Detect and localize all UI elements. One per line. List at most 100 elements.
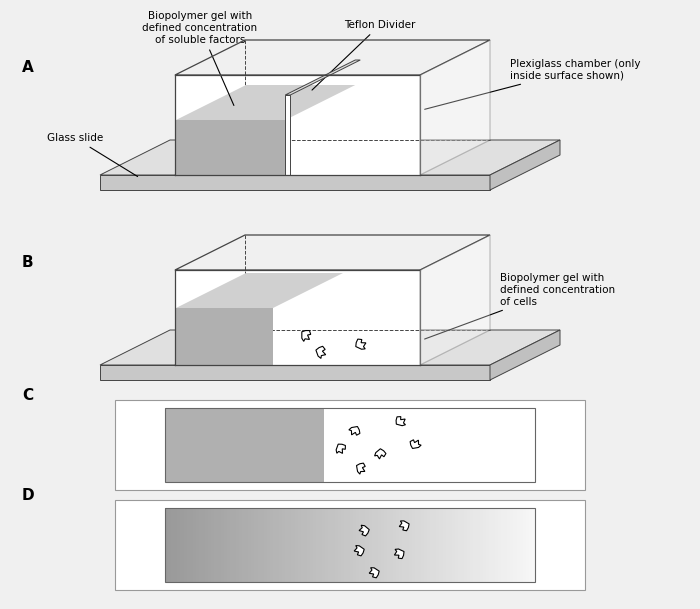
Bar	[501, 508, 505, 582]
Bar	[528, 508, 533, 582]
Bar	[495, 508, 498, 582]
Bar	[165, 408, 535, 482]
Text: D: D	[22, 488, 34, 503]
Bar	[251, 508, 255, 582]
Bar	[508, 508, 511, 582]
Bar	[190, 508, 193, 582]
Bar	[324, 408, 535, 482]
Bar	[288, 508, 292, 582]
Bar	[486, 508, 489, 582]
Bar	[218, 508, 221, 582]
Polygon shape	[100, 330, 560, 365]
Bar	[436, 508, 440, 582]
Bar	[384, 508, 388, 582]
Bar	[510, 508, 514, 582]
Bar	[455, 508, 458, 582]
Bar	[223, 508, 228, 582]
Bar	[409, 508, 412, 582]
Text: C: C	[22, 388, 33, 403]
Bar	[205, 508, 209, 582]
Bar	[187, 508, 190, 582]
Bar	[270, 508, 274, 582]
Polygon shape	[175, 75, 420, 175]
Bar	[519, 508, 523, 582]
Bar	[177, 508, 181, 582]
Bar	[418, 508, 421, 582]
Polygon shape	[394, 549, 404, 558]
Text: Plexiglass chamber (only
inside surface shown): Plexiglass chamber (only inside surface …	[425, 59, 640, 109]
Bar	[489, 508, 492, 582]
Bar	[492, 508, 496, 582]
Bar	[350, 508, 354, 582]
Bar	[440, 508, 443, 582]
Bar	[424, 508, 428, 582]
Polygon shape	[354, 546, 364, 556]
Bar	[319, 508, 323, 582]
Polygon shape	[100, 175, 490, 190]
Bar	[532, 508, 536, 582]
Bar	[332, 508, 335, 582]
Bar	[282, 508, 286, 582]
Polygon shape	[420, 235, 490, 365]
Polygon shape	[286, 60, 360, 95]
Polygon shape	[175, 270, 420, 365]
Text: A: A	[22, 60, 34, 75]
Bar	[245, 508, 248, 582]
Bar	[310, 508, 314, 582]
Polygon shape	[302, 331, 311, 342]
Bar	[412, 508, 415, 582]
Polygon shape	[356, 339, 366, 349]
Bar	[316, 508, 320, 582]
Bar	[172, 508, 175, 582]
Bar	[227, 508, 230, 582]
Bar	[470, 508, 474, 582]
Bar	[291, 508, 295, 582]
Bar	[517, 508, 520, 582]
Text: Biopolymer gel with
defined concentration
of cells: Biopolymer gel with defined concentratio…	[425, 273, 615, 339]
Bar	[430, 508, 434, 582]
Bar	[313, 508, 316, 582]
Polygon shape	[286, 95, 290, 175]
Bar	[273, 508, 276, 582]
Bar	[446, 508, 449, 582]
Bar	[165, 508, 535, 582]
Bar	[181, 508, 184, 582]
Bar	[236, 508, 239, 582]
Polygon shape	[396, 417, 405, 426]
Polygon shape	[490, 140, 560, 190]
Polygon shape	[100, 365, 490, 380]
Bar	[208, 508, 211, 582]
Polygon shape	[359, 525, 369, 536]
Bar	[381, 508, 384, 582]
Polygon shape	[374, 449, 386, 459]
Polygon shape	[316, 347, 326, 359]
Bar	[477, 508, 480, 582]
Bar	[458, 508, 461, 582]
Bar	[452, 508, 455, 582]
Bar	[442, 508, 446, 582]
Bar	[233, 508, 237, 582]
Bar	[304, 508, 307, 582]
Bar	[368, 508, 372, 582]
Bar	[365, 508, 369, 582]
Bar	[461, 508, 465, 582]
Bar	[174, 508, 178, 582]
Bar	[414, 508, 419, 582]
Bar	[396, 508, 400, 582]
Bar	[211, 508, 215, 582]
Bar	[363, 508, 366, 582]
Bar	[165, 408, 324, 482]
Bar	[199, 508, 202, 582]
Text: Biopolymer gel with
defined concentration
of soluble factors: Biopolymer gel with defined concentratio…	[142, 12, 258, 105]
Polygon shape	[490, 330, 560, 380]
Text: Teflon Divider: Teflon Divider	[312, 20, 416, 90]
Bar	[183, 508, 187, 582]
Bar	[402, 508, 406, 582]
Bar	[298, 508, 301, 582]
Bar	[374, 508, 378, 582]
Text: Glass slide: Glass slide	[47, 133, 138, 177]
Bar	[399, 508, 403, 582]
Bar	[248, 508, 252, 582]
Polygon shape	[176, 273, 343, 308]
Bar	[202, 508, 206, 582]
